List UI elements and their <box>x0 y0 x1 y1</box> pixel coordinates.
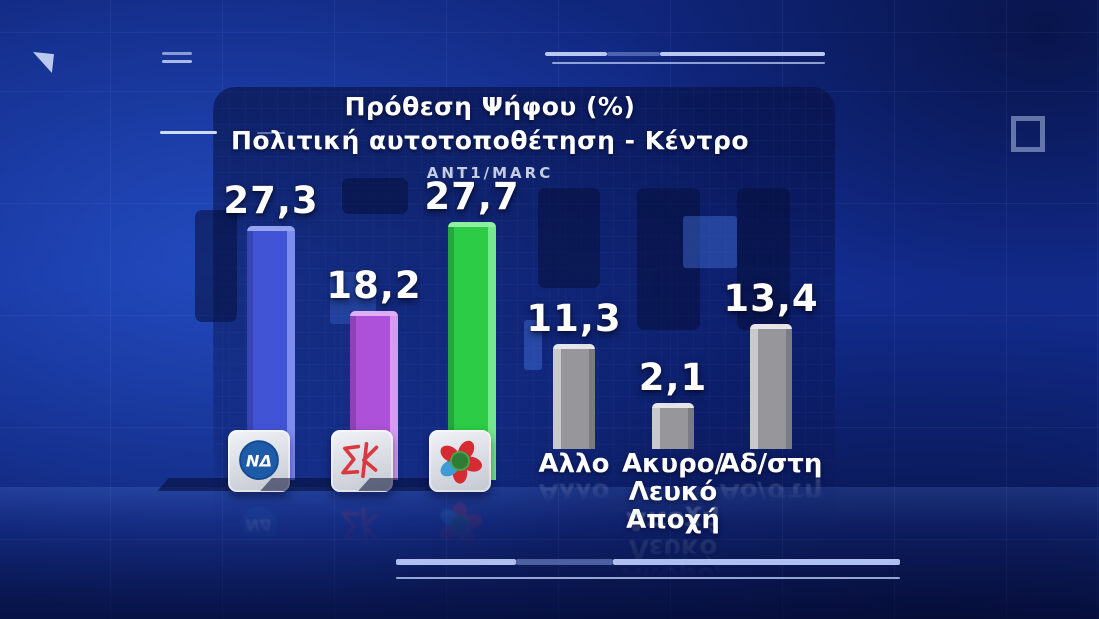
deco-line <box>545 52 607 56</box>
svg-text:ΝΔ: ΝΔ <box>246 451 272 470</box>
category-label-line: Αδ/στη <box>719 477 823 507</box>
bar-top-highlight <box>350 311 398 316</box>
deco-line <box>257 132 285 134</box>
category-label-line: Ακυρο/Λευκό <box>621 533 725 591</box>
bar-group-πασοκ: 27,7 <box>358 178 532 546</box>
bar-value: 11,3 <box>526 297 622 340</box>
pasok-logo-reflection <box>429 494 491 556</box>
bar-top-highlight <box>553 344 595 349</box>
bar-side-shade <box>350 311 356 480</box>
bar-top-highlight <box>750 324 792 329</box>
chart-subtitle: Πολιτική αυτοτοποθέτηση - Κέντρο <box>230 126 750 155</box>
deco-triangle-icon <box>33 52 54 73</box>
deco-line <box>552 62 825 64</box>
deco-line <box>160 131 217 134</box>
category-label-line: Αποχή <box>626 505 720 535</box>
bar-top-highlight <box>448 222 496 227</box>
deco-line <box>607 52 660 56</box>
source-label: ΑΝΤ1/MARC <box>426 164 554 182</box>
category-label-line: Ακυρο/Λευκό <box>621 449 725 507</box>
category-label-line: Αδ/στη <box>719 449 823 479</box>
bar-group-συριζα: 18,2 <box>260 267 434 544</box>
nd-logo: ΝΔ <box>228 430 290 492</box>
panel-fine-grid <box>213 87 835 525</box>
bar-group-αδ-στη: 13,4 Αδ/στη Αδ/στη <box>711 280 831 507</box>
bar-side-highlight <box>652 403 660 449</box>
deco-line <box>660 52 825 56</box>
bar-αδ-στη <box>750 324 792 449</box>
chart-panel <box>213 87 835 525</box>
bar-side-shade <box>448 222 454 480</box>
category-label-line: Αποχή <box>626 505 720 535</box>
nd-logo-reflection: ΝΔ <box>228 494 290 556</box>
deco-line <box>516 559 613 565</box>
category-label-reflection: Αδ/στη <box>681 477 861 507</box>
bar-value: 2,1 <box>638 356 708 399</box>
bar-top-highlight <box>247 226 295 231</box>
bar-side-shade <box>589 344 595 449</box>
deco-line <box>162 52 192 55</box>
bar-value: 27,3 <box>223 179 319 222</box>
bar-αλλο <box>553 344 595 449</box>
bar-side-highlight <box>553 344 561 449</box>
syriza-logo-reflection <box>331 494 393 556</box>
deco-line <box>396 577 900 579</box>
chart-title: Πρόθεση Ψήφου (%) <box>344 92 636 121</box>
deco-line <box>396 559 516 565</box>
category-label-ακυρο-λευκό-αποχή: Ακυρο/Λευκό Αποχή <box>583 450 763 534</box>
deco-line <box>162 60 192 63</box>
pasok-logo <box>429 430 491 492</box>
svg-text:ΝΔ: ΝΔ <box>246 516 272 535</box>
category-label-reflection: Ακυρο/Λευκό Αποχή <box>583 505 763 591</box>
deco-square-outline <box>1011 116 1045 152</box>
bar-group-νδ: 27,3 ΝΔ ΝΔ <box>157 182 331 546</box>
bar-group-αλλο: 11,3 Αλλο Αλλο <box>514 300 634 507</box>
bar-side-highlight <box>390 311 398 480</box>
bar-top-highlight <box>652 403 694 408</box>
bar-ακυρο-λευκό-αποχή <box>652 403 694 449</box>
bar-side-shade <box>247 226 253 480</box>
bar-side-highlight <box>750 324 758 449</box>
bar-value: 27,7 <box>424 175 520 218</box>
bar-side-shade <box>688 403 694 449</box>
category-label-line: Αλλο <box>538 449 610 479</box>
category-label-αδ-στη: Αδ/στη <box>681 450 861 478</box>
deco-line <box>613 559 900 565</box>
bar-value: 18,2 <box>326 264 422 307</box>
chart-header: Πρόθεση Ψήφου (%) Πολιτική αυτοτοποθέτησ… <box>180 92 800 182</box>
bar-side-shade <box>786 324 792 449</box>
bar-side-highlight <box>488 222 496 480</box>
bar-group-ακυρο-λευκό-αποχή: 2,1 Ακυρο/Λευκό Αποχή Ακυρο/Λευκό Αποχή <box>613 359 733 591</box>
category-label-αλλο: Αλλο <box>484 450 664 478</box>
bar-value: 13,4 <box>723 277 819 320</box>
bar-side-highlight <box>287 226 295 480</box>
